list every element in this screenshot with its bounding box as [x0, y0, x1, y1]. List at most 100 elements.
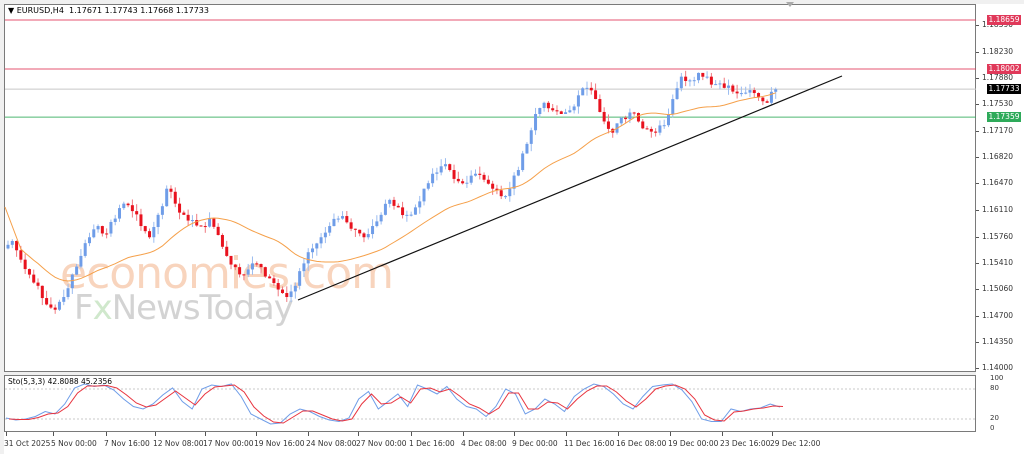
bearish-candle: [353, 228, 357, 230]
bullish-candle: [302, 263, 306, 272]
time-axis-tick: [256, 432, 257, 436]
time-axis-tick: [722, 432, 723, 436]
bullish-candle: [619, 117, 623, 124]
bearish-candle: [636, 113, 640, 122]
bullish-candle: [564, 112, 568, 115]
bearish-candle: [606, 121, 610, 129]
bullish-candle: [388, 199, 392, 204]
bullish-candle: [383, 203, 387, 215]
bullish-candle: [697, 72, 701, 81]
time-axis-label: 5 Nov 00:00: [51, 439, 97, 448]
bearish-candle: [143, 226, 147, 232]
bearish-candle: [546, 102, 550, 109]
bullish-candle: [671, 99, 675, 115]
bullish-candle: [744, 92, 748, 94]
stochastic-signal-line: [8, 384, 784, 424]
bearish-candle: [362, 233, 366, 238]
stochastic-indicator-panel[interactable]: [4, 375, 976, 432]
bearish-candle: [169, 188, 173, 192]
bearish-candle: [242, 274, 246, 276]
bullish-candle: [332, 218, 336, 227]
watermark-f: F: [74, 288, 94, 328]
bearish-candle: [238, 267, 242, 275]
time-axis-label: 16 Dec 08:00: [616, 439, 667, 448]
time-axis-tick: [514, 432, 515, 436]
bullish-candle: [443, 164, 447, 167]
bearish-candle: [448, 164, 452, 171]
bearish-candle: [765, 101, 769, 103]
price-axis-tick: [976, 288, 979, 290]
bullish-candle: [422, 188, 426, 202]
bearish-candle: [15, 240, 19, 251]
price-axis-label: 1.18230: [982, 47, 1014, 56]
bullish-candle: [75, 266, 79, 275]
bullish-candle: [341, 216, 345, 219]
time-axis-tick: [618, 432, 619, 436]
bullish-candle: [405, 214, 409, 216]
bullish-candle: [542, 102, 546, 109]
price-axis-label: 1.15060: [982, 283, 1014, 293]
bullish-candle: [679, 76, 683, 89]
bearish-candle: [491, 183, 495, 189]
bullish-candle: [748, 90, 752, 93]
bullish-candle: [675, 88, 679, 100]
price-axis-label: 1.14000: [982, 362, 1014, 372]
bullish-candle: [705, 76, 709, 78]
bearish-candle: [649, 128, 653, 132]
time-axis-label: 23 Dec 16:00: [720, 439, 771, 448]
time-axis-tick: [411, 432, 412, 436]
bullish-candle: [688, 80, 692, 82]
bullish-candle: [109, 221, 113, 234]
price-axis[interactable]: [976, 4, 1024, 432]
bullish-candle: [769, 91, 773, 103]
price-axis-label: 1.14350: [982, 336, 1014, 346]
bearish-candle: [148, 231, 152, 238]
bullish-candle: [516, 170, 520, 176]
bullish-candle: [714, 84, 718, 86]
bearish-candle: [126, 203, 130, 206]
bullish-candle: [152, 227, 156, 238]
watermark-fxnewstoday: FxNewsToday: [74, 288, 294, 328]
chart-shift-marker-icon[interactable]: [786, 2, 794, 7]
bearish-candle: [495, 188, 499, 191]
stochastic-main-line: [5, 383, 781, 425]
time-axis-label: 7 Nov 16:00: [104, 439, 150, 448]
bullish-candle: [246, 269, 250, 275]
bullish-candle: [375, 221, 379, 227]
time-axis-label: 17 Nov 00:00: [203, 439, 254, 448]
bearish-candle: [641, 121, 645, 129]
bullish-candle: [118, 208, 122, 219]
bearish-candle: [105, 233, 109, 235]
time-axis[interactable]: [4, 432, 1024, 454]
bullish-candle: [319, 237, 323, 244]
bearish-candle: [139, 214, 143, 227]
bearish-candle: [225, 246, 229, 256]
bearish-candle: [276, 283, 280, 290]
bullish-candle: [718, 83, 722, 85]
price-chart-area[interactable]: [4, 4, 976, 372]
bearish-candle: [559, 111, 563, 115]
stochastic-axis-label: 80: [990, 384, 999, 392]
bullish-candle: [113, 218, 117, 222]
bullish-candle: [435, 172, 439, 174]
bullish-candle: [323, 232, 327, 238]
time-axis-label: 9 Dec 00:00: [512, 439, 558, 448]
bullish-candle: [289, 291, 293, 298]
dropdown-triangle-icon[interactable]: ▼: [8, 6, 17, 15]
bullish-candle: [336, 218, 340, 220]
bearish-candle: [709, 76, 713, 85]
bearish-candle: [456, 178, 460, 182]
bullish-candle: [92, 229, 96, 238]
stochastic-axis-label: 100: [990, 374, 1004, 382]
bearish-candle: [555, 110, 559, 112]
bearish-candle: [23, 259, 27, 270]
bearish-candle: [255, 263, 259, 265]
bearish-candle: [40, 285, 44, 299]
bearish-candle: [761, 97, 765, 102]
bullish-candle: [96, 226, 100, 230]
time-axis-label: 29 Dec 12:00: [770, 439, 821, 448]
bearish-candle: [684, 76, 688, 81]
bullish-candle: [366, 234, 370, 238]
level-price-tag: 1.18002: [987, 64, 1021, 75]
